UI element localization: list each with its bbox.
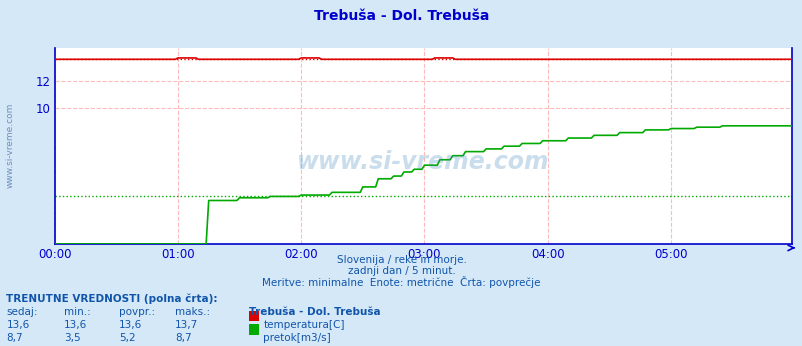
Text: 3,5: 3,5 <box>64 333 81 343</box>
Text: maks.:: maks.: <box>175 307 210 317</box>
Text: 8,7: 8,7 <box>6 333 23 343</box>
Text: 13,6: 13,6 <box>6 320 30 330</box>
Text: zadnji dan / 5 minut.: zadnji dan / 5 minut. <box>347 266 455 276</box>
Text: Slovenija / reke in morje.: Slovenija / reke in morje. <box>336 255 466 265</box>
Text: Trebuša - Dol. Trebuša: Trebuša - Dol. Trebuša <box>249 307 380 317</box>
Text: povpr.:: povpr.: <box>119 307 155 317</box>
Text: 13,7: 13,7 <box>175 320 198 330</box>
Text: pretok[m3/s]: pretok[m3/s] <box>263 333 330 343</box>
Text: 13,6: 13,6 <box>64 320 87 330</box>
Text: Trebuša - Dol. Trebuša: Trebuša - Dol. Trebuša <box>314 9 488 22</box>
Text: www.si-vreme.com: www.si-vreme.com <box>6 103 15 188</box>
Text: min.:: min.: <box>64 307 91 317</box>
Text: temperatura[C]: temperatura[C] <box>263 320 344 330</box>
Text: Meritve: minimalne  Enote: metrične  Črta: povprečje: Meritve: minimalne Enote: metrične Črta:… <box>262 276 540 288</box>
Text: 13,6: 13,6 <box>119 320 142 330</box>
Text: 8,7: 8,7 <box>175 333 192 343</box>
Text: www.si-vreme.com: www.si-vreme.com <box>297 150 549 174</box>
Text: 5,2: 5,2 <box>119 333 136 343</box>
Text: sedaj:: sedaj: <box>6 307 38 317</box>
Text: TRENUTNE VREDNOSTI (polna črta):: TRENUTNE VREDNOSTI (polna črta): <box>6 293 217 304</box>
